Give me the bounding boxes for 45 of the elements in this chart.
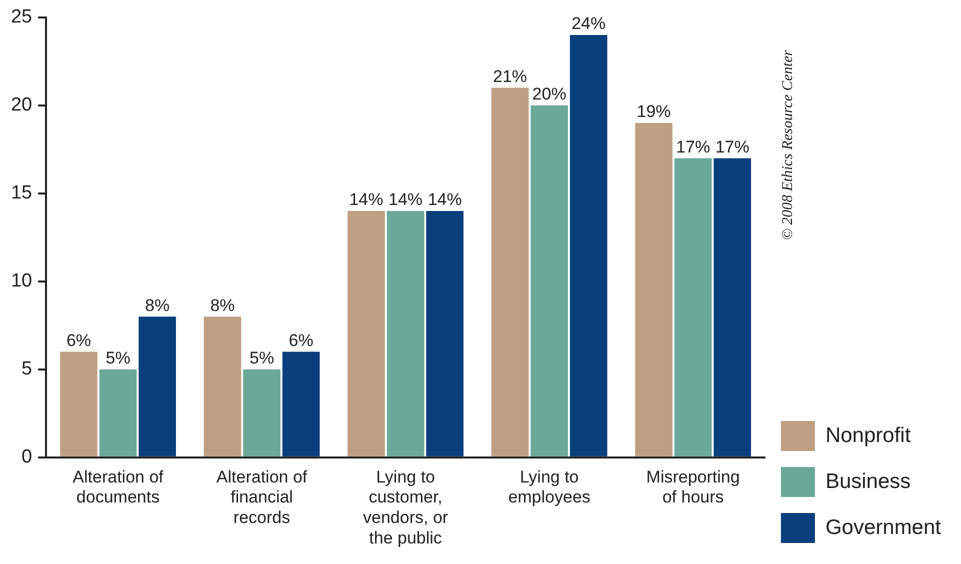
bar: [386, 211, 424, 456]
data-label: 6%: [66, 330, 92, 350]
data-label: 5%: [249, 348, 274, 368]
bar: [491, 88, 529, 456]
data-label: 19%: [636, 102, 671, 122]
text: © 2008 Ethics Resource Center: [780, 50, 796, 240]
data-label: 8%: [210, 296, 235, 315]
x-tick-label: Lying to customer, vendors, or the public: [363, 467, 448, 548]
y-tick-label: 10: [10, 270, 32, 292]
data-label: 21%: [492, 66, 528, 86]
data-label: 5%: [106, 348, 130, 368]
data-label: 24%: [572, 14, 606, 34]
data-label: 17%: [676, 137, 710, 156]
y-tick-label: 0: [22, 446, 32, 468]
bar: [570, 35, 608, 456]
data-label: 14%: [428, 190, 462, 210]
bar: [530, 105, 568, 456]
bar: [243, 369, 280, 456]
bar: [348, 211, 385, 456]
bar: [635, 123, 672, 456]
bar: [60, 352, 98, 456]
legend-label: Government: [825, 516, 942, 539]
data-label: 8%: [145, 296, 170, 315]
bar: [674, 158, 712, 456]
bar: [282, 352, 320, 456]
y-tick-label: 25: [10, 6, 32, 28]
x-tick-label: Alteration of documents: [72, 467, 164, 507]
data-label: 14%: [349, 190, 384, 210]
y-tick-label: 20: [10, 94, 32, 116]
bar: [204, 316, 242, 456]
bar: [426, 211, 464, 456]
x-tick-label: Misreporting of hours: [646, 467, 740, 507]
x-tick-label: Alteration of financial records: [216, 467, 308, 528]
data-label: 14%: [388, 190, 423, 210]
bar: [714, 158, 752, 456]
x-tick-label: Lying to employees: [508, 467, 590, 507]
data-label: 6%: [288, 330, 314, 350]
legend-label: Business: [825, 470, 911, 493]
y-tick-label: 15: [10, 182, 32, 204]
bar: [138, 316, 176, 456]
legend-label: Nonprofit: [825, 424, 911, 447]
data-label: 17%: [715, 137, 750, 156]
bar: [99, 369, 137, 456]
data-label: 20%: [532, 84, 566, 104]
y-tick-label: 5: [22, 358, 32, 380]
